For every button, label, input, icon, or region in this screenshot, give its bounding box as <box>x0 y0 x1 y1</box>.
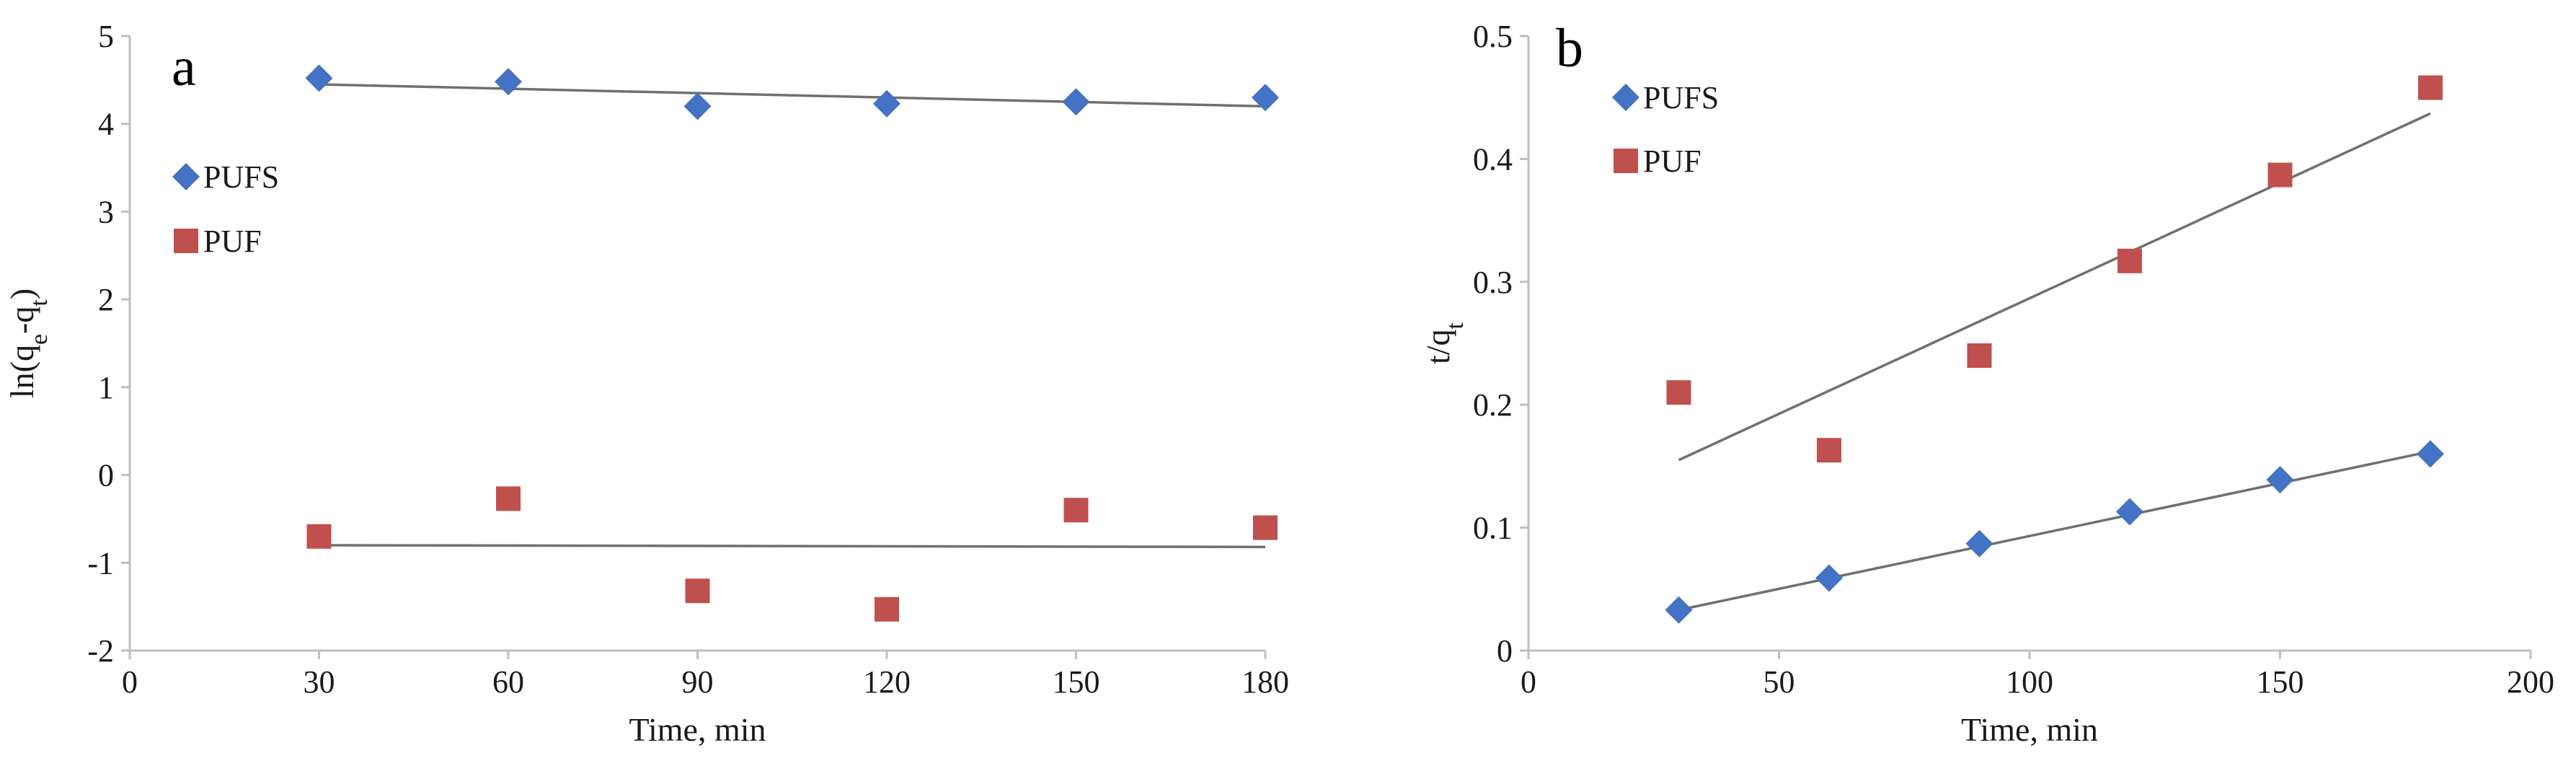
legend-marker-pufs <box>1612 84 1639 111</box>
point-puf <box>306 524 332 549</box>
point-puf <box>496 486 521 511</box>
y-tick-label: -2 <box>87 633 114 669</box>
x-tick-label: 200 <box>2507 664 2554 700</box>
x-tick-label: 150 <box>2257 664 2304 700</box>
point-pufs <box>1665 596 1693 624</box>
x-tick-label: 120 <box>863 664 911 700</box>
x-tick-label: 100 <box>2006 664 2053 700</box>
chart-panel-a: -2 -1 0 1 2 3 4 5 0 30 60 90 120 150 180 Time, min ln(qe… <box>4 19 1289 748</box>
y-axis-label: ln(qe-qt) <box>4 288 53 398</box>
trendline-puf <box>319 544 1266 549</box>
legend-label-pufs: PUFS <box>203 159 279 195</box>
y-tick-label: 4 <box>98 107 114 142</box>
trendline-pufs <box>1678 450 2431 612</box>
point-pufs <box>1252 84 1279 112</box>
x-tick-label: 30 <box>304 664 335 700</box>
trendline-puf <box>1678 112 2431 462</box>
point-pufs <box>2116 498 2143 526</box>
point-puf <box>1967 343 1992 369</box>
x-tick-label: 50 <box>1763 664 1795 700</box>
y-tick-label: 0.5 <box>1473 19 1513 54</box>
y-tick-label: 3 <box>98 194 114 229</box>
point-puf <box>1253 515 1278 540</box>
point-pufs <box>2417 440 2444 468</box>
point-puf <box>2117 248 2142 273</box>
point-pufs <box>1062 88 1090 116</box>
x-tick-label: 150 <box>1053 664 1100 700</box>
x-tick-label: 0 <box>122 664 138 700</box>
point-pufs <box>305 64 333 92</box>
panel-label: a <box>172 37 196 97</box>
trendline-pufs <box>319 83 1266 108</box>
y-tick-label: 0.4 <box>1473 141 1513 177</box>
legend-label-puf: PUF <box>203 224 262 259</box>
y-tick-label: 0.2 <box>1473 387 1513 423</box>
point-pufs <box>873 89 900 118</box>
point-pufs <box>1815 564 1843 592</box>
legend-marker-pufs <box>172 163 200 190</box>
y-tick-label: 0 <box>1497 633 1513 669</box>
point-puf <box>1063 498 1089 523</box>
x-axis-label: Time, min <box>629 711 766 748</box>
y-axis-label: t/qt <box>1420 322 1469 364</box>
point-pufs <box>495 68 522 96</box>
y-tick-label: 2 <box>98 282 114 317</box>
point-pufs <box>2266 466 2294 494</box>
x-tick-label: 60 <box>492 664 524 700</box>
x-tick-label: 0 <box>1521 664 1536 700</box>
y-tick-label: 5 <box>98 19 114 54</box>
point-puf <box>2267 162 2293 188</box>
point-puf <box>875 596 899 622</box>
legend-label-puf: PUF <box>1643 144 1701 179</box>
y-tick-label: 0 <box>98 458 114 493</box>
panel-label: b <box>1556 18 1583 79</box>
point-puf <box>1817 438 1841 463</box>
point-puf <box>1666 380 1691 405</box>
x-tick-label: 90 <box>682 664 714 700</box>
x-axis-label: Time, min <box>1961 711 2098 748</box>
y-tick-label: 1 <box>98 370 114 405</box>
x-tick-label: 180 <box>1241 664 1289 700</box>
legend-marker-puf <box>174 229 198 253</box>
y-tick-label: 0.1 <box>1473 511 1513 546</box>
y-tick-label: 0.3 <box>1473 265 1513 300</box>
y-tick-label: -1 <box>87 545 114 581</box>
legend-marker-puf <box>1614 149 1638 173</box>
point-pufs <box>1965 529 1993 558</box>
chart-panel-b: 0 0.1 0.2 0.3 0.4 0.5 0 50 100 150 200 Time, min t/q… <box>1420 18 2554 748</box>
legend-label-pufs: PUFS <box>1643 80 1719 115</box>
point-puf <box>2418 75 2443 100</box>
point-puf <box>685 578 710 604</box>
point-pufs <box>683 92 712 120</box>
